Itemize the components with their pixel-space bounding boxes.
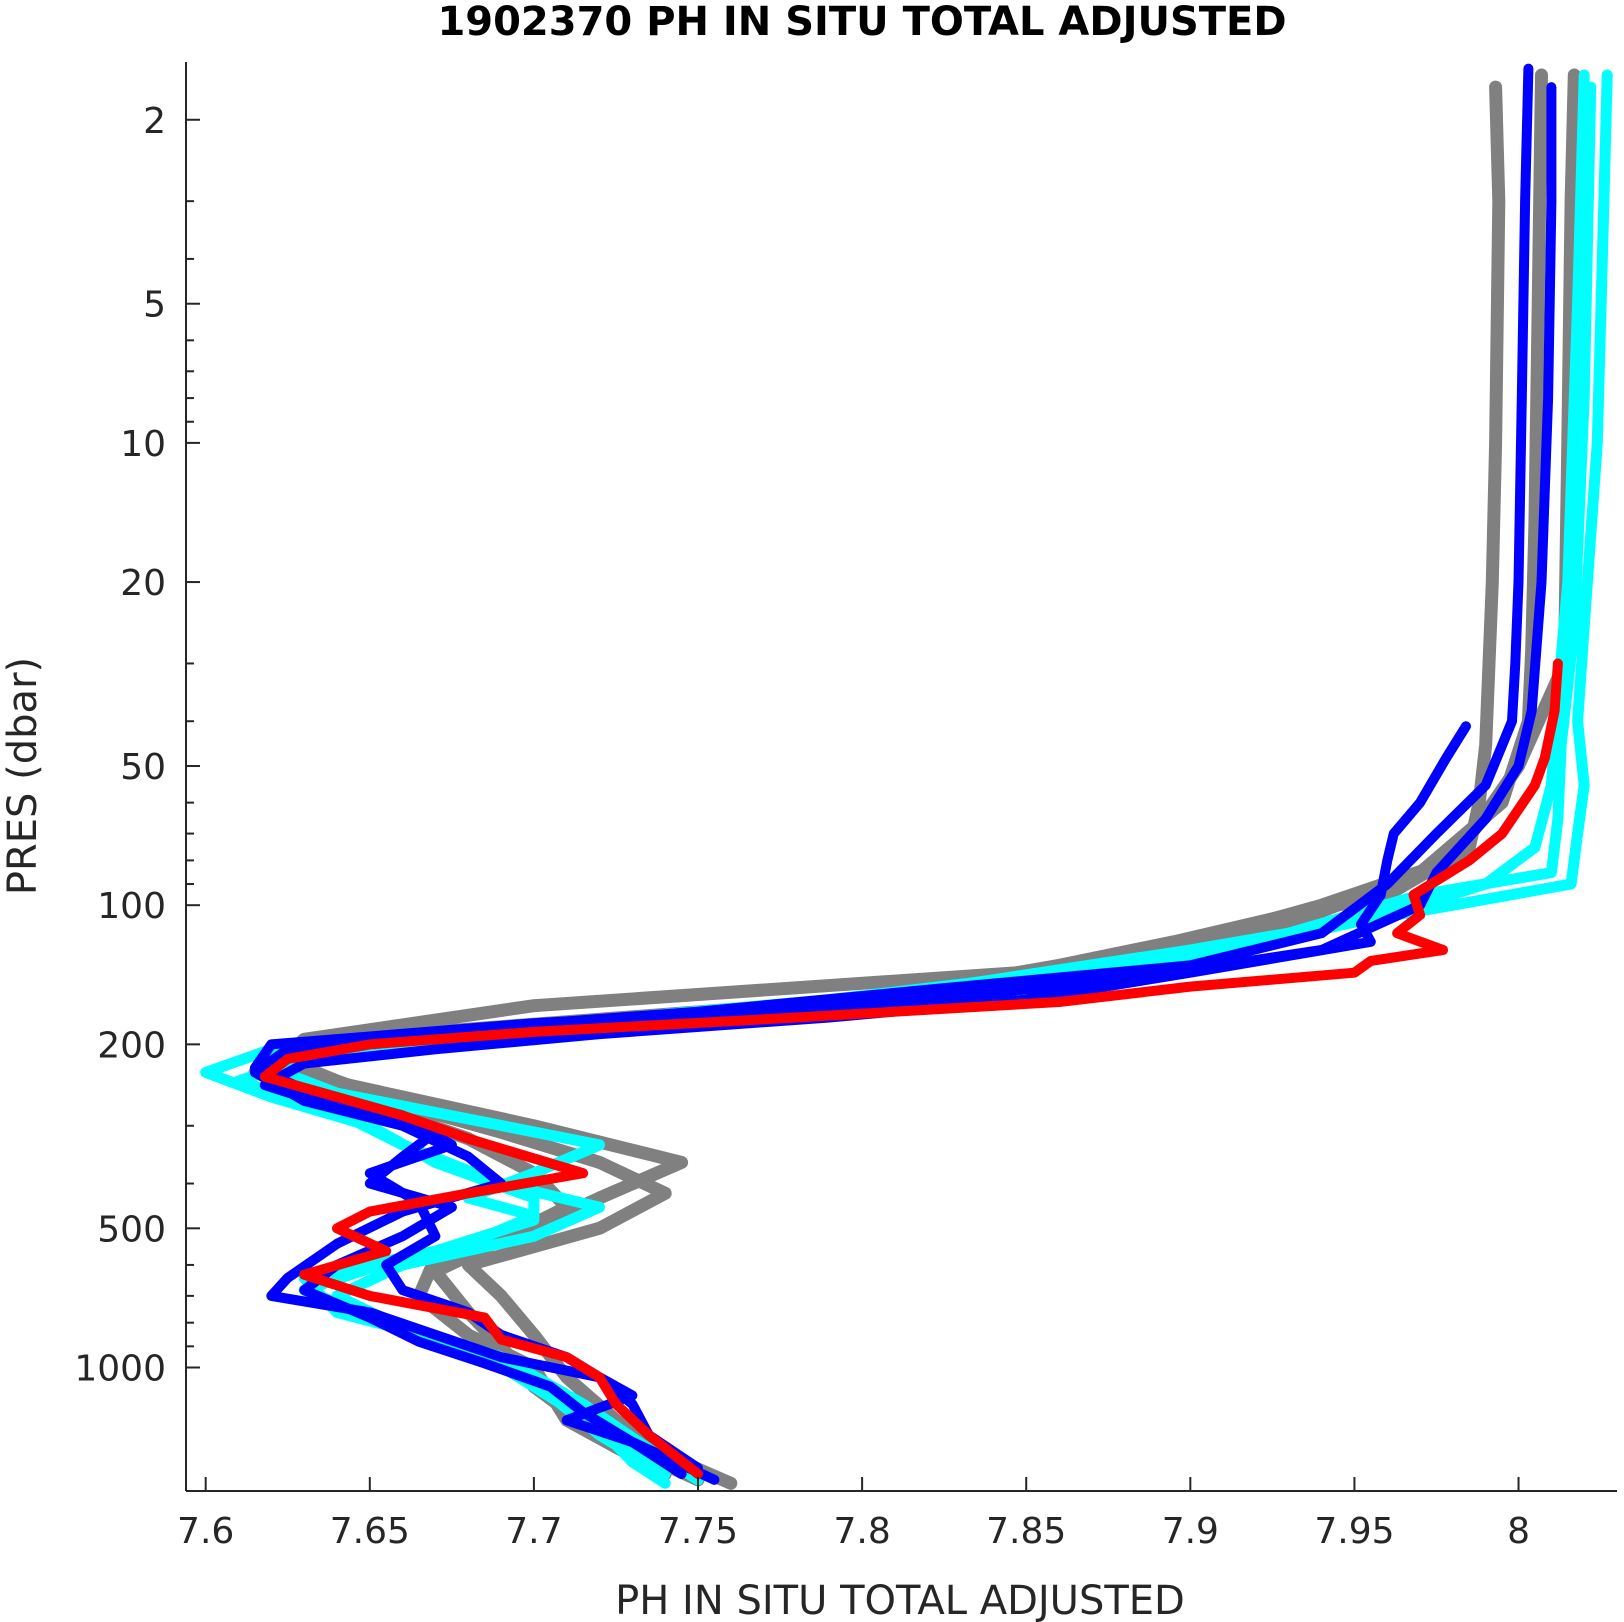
y-tick-label: 20 bbox=[120, 563, 166, 604]
y-axis-ticks: 2 5 10 20 50 100 200 500 1000 bbox=[74, 101, 200, 1389]
y-axis-label: PRES (dbar) bbox=[0, 657, 46, 895]
profile-lines bbox=[200, 63, 1613, 1490]
x-tick-label: 7.75 bbox=[658, 1511, 738, 1552]
y-tick-label: 50 bbox=[120, 747, 166, 788]
x-tick-label: 7.65 bbox=[330, 1511, 410, 1552]
y-tick-label: 5 bbox=[143, 285, 166, 326]
profile-line-10 bbox=[259, 658, 1563, 1479]
x-tick-label: 7.7 bbox=[505, 1511, 562, 1552]
y-tick-label: 100 bbox=[97, 886, 166, 927]
x-tick-label: 7.6 bbox=[177, 1511, 234, 1552]
chart-title: 1902370 PH IN SITU TOTAL ADJUSTED bbox=[437, 0, 1286, 45]
y-tick-label: 1000 bbox=[74, 1348, 166, 1389]
x-tick-label: 7.9 bbox=[1162, 1511, 1219, 1552]
profile-line-2 bbox=[248, 68, 1581, 1487]
x-tick-label: 7.95 bbox=[1314, 1511, 1394, 1552]
x-tick-label: 8 bbox=[1507, 1511, 1530, 1552]
x-axis-label: PH IN SITU TOTAL ADJUSTED bbox=[615, 1578, 1185, 1622]
profile-line-9 bbox=[259, 721, 1471, 1479]
y-tick-label: 200 bbox=[97, 1025, 166, 1066]
x-tick-label: 7.8 bbox=[833, 1511, 890, 1552]
profile-line-4 bbox=[200, 69, 1613, 1489]
y-tick-label: 2 bbox=[143, 101, 166, 142]
y-tick-label: 10 bbox=[120, 424, 166, 465]
x-axis-ticks: 7.6 7.65 7.7 7.75 7.8 7.85 7.9 7.95 8 bbox=[177, 1477, 1530, 1552]
x-tick-label: 7.85 bbox=[986, 1511, 1066, 1552]
y-tick-label: 500 bbox=[97, 1209, 166, 1250]
profile-line-1 bbox=[264, 80, 1506, 1490]
